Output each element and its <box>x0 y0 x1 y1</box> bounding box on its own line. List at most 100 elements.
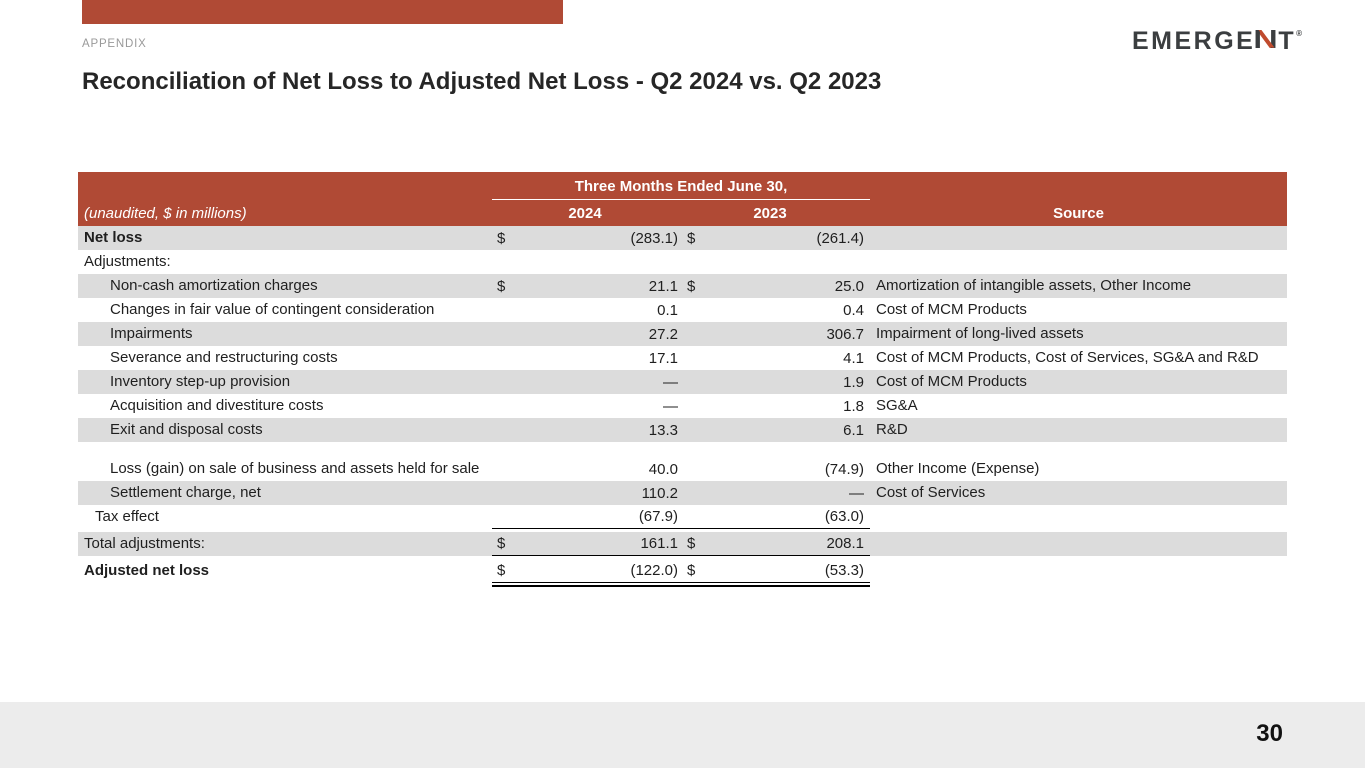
section-label: APPENDIX <box>82 38 147 50</box>
column-header-2023: 2023 <box>753 204 787 222</box>
row-values: $ 21.1 $ 25.0 <box>492 278 870 298</box>
row-values: $ (283.1) $ (261.4) <box>492 230 870 250</box>
dollar-sign-2023: $ <box>687 230 696 247</box>
dollar-sign-2024: $ <box>497 535 506 552</box>
row-label: Inventory step-up provision <box>110 373 291 390</box>
reconciliation-table: Three Months Ended June 30, (unaudited, … <box>78 172 1287 587</box>
value-2023: — <box>849 485 864 502</box>
value-2023: (74.9) <box>824 461 864 478</box>
table-row: Loss (gain) on sale of business and asse… <box>78 442 1287 481</box>
footer-band: 30 <box>0 702 1365 768</box>
value-2024: (122.0) <box>630 562 678 579</box>
dollar-sign-2023: $ <box>687 562 696 579</box>
value-2023: (53.3) <box>824 562 864 579</box>
logo-text-right: T <box>1278 27 1297 55</box>
row-source <box>870 553 1287 556</box>
row-label: Changes in fair value of contingent cons… <box>110 301 435 318</box>
emergent-logo: EMERGE T ® <box>1132 29 1302 54</box>
table-row: Adjusted net loss $ (122.0) $ (53.3) <box>78 559 1287 583</box>
logo-trademark: ® <box>1296 29 1303 38</box>
page-number: 30 <box>1256 720 1283 747</box>
dollar-sign-2023: $ <box>687 278 696 295</box>
dollar-sign-2024: $ <box>497 562 506 579</box>
row-values: 17.1 4.1 <box>492 350 870 370</box>
table-row: Exit and disposal costs 13.3 6.1 R&D <box>78 418 1287 442</box>
table-row: Non-cash amortization charges $ 21.1 $ 2… <box>78 274 1287 298</box>
value-2023: 208.1 <box>826 535 864 552</box>
page-title: Reconciliation of Net Loss to Adjusted N… <box>82 68 882 95</box>
row-source <box>870 526 1287 529</box>
value-2023: 1.8 <box>843 398 864 415</box>
table-row: Changes in fair value of contingent cons… <box>78 298 1287 322</box>
row-label: Severance and restructuring costs <box>110 349 338 366</box>
row-source: SG&A <box>876 397 918 414</box>
table-row: Settlement charge, net 110.2 — Cost of S… <box>78 481 1287 505</box>
table-row: Total adjustments: $ 161.1 $ 208.1 <box>78 532 1287 556</box>
value-2024: 17.1 <box>648 350 678 367</box>
table-header: Three Months Ended June 30, (unaudited, … <box>78 172 1287 226</box>
value-2024: — <box>663 374 678 391</box>
value-2024: 110.2 <box>641 485 678 502</box>
row-values: 27.2 306.7 <box>492 326 870 346</box>
table-row: Severance and restructuring costs 17.1 4… <box>78 346 1287 370</box>
row-label: Adjustments: <box>84 253 171 270</box>
row-label: Settlement charge, net <box>110 484 261 501</box>
table-row: Net loss $ (283.1) $ (261.4) <box>78 226 1287 250</box>
row-values: $ (122.0) $ (53.3) <box>492 562 870 583</box>
row-source: Cost of MCM Products, Cost of Services, … <box>876 349 1259 366</box>
accent-bar <box>82 0 563 24</box>
row-source: Other Income (Expense) <box>876 460 1040 477</box>
value-2023: 1.9 <box>843 374 864 391</box>
row-source: Impairment of long-lived assets <box>876 325 1084 342</box>
logo-n-icon <box>1255 30 1276 48</box>
row-source: Cost of MCM Products <box>876 373 1027 390</box>
value-2024: (67.9) <box>638 508 678 525</box>
row-label: Loss (gain) on sale of business and asse… <box>110 460 480 477</box>
row-values: 13.3 6.1 <box>492 422 870 442</box>
table-row: Impairments 27.2 306.7 Impairment of lon… <box>78 322 1287 346</box>
row-values: 0.1 0.4 <box>492 302 870 322</box>
value-2024: (283.1) <box>630 230 678 247</box>
row-values: $ 161.1 $ 208.1 <box>492 535 870 556</box>
row-source: Cost of Services <box>876 484 986 501</box>
table-row: Tax effect (67.9) (63.0) <box>78 505 1287 529</box>
value-2024: 0.1 <box>657 302 678 319</box>
dollar-sign-2023: $ <box>687 535 696 552</box>
value-2024: 40.0 <box>648 461 678 478</box>
row-label: Acquisition and divestiture costs <box>110 397 324 414</box>
value-2024: 27.2 <box>648 326 678 343</box>
row-label: Total adjustments: <box>84 535 205 552</box>
value-2024: — <box>663 398 678 415</box>
value-2023: (63.0) <box>824 508 864 525</box>
row-label: Net loss <box>84 229 143 246</box>
table-row: Inventory step-up provision — 1.9 Cost o… <box>78 370 1287 394</box>
row-values <box>492 271 870 274</box>
value-2023: (261.4) <box>816 230 864 247</box>
value-2024: 13.3 <box>648 422 678 439</box>
row-values: — 1.9 <box>492 374 870 394</box>
row-source <box>870 580 1287 583</box>
double-underline-rule <box>492 585 870 587</box>
row-source: Amortization of intangible assets, Other… <box>876 277 1192 294</box>
dollar-sign-2024: $ <box>497 230 506 247</box>
row-values: 110.2 — <box>492 485 870 505</box>
row-source: Cost of MCM Products <box>876 301 1027 318</box>
row-label: Adjusted net loss <box>84 562 210 579</box>
row-label: Exit and disposal costs <box>110 421 263 438</box>
value-2024: 21.1 <box>648 278 678 295</box>
row-label: Non-cash amortization charges <box>110 277 318 294</box>
table-body: Net loss $ (283.1) $ (261.4) Adjustments… <box>78 226 1287 587</box>
unaudited-note: (unaudited, $ in millions) <box>84 204 247 222</box>
value-2023: 4.1 <box>843 350 864 367</box>
value-2023: 6.1 <box>843 422 864 439</box>
value-2024: 161.1 <box>640 535 678 552</box>
row-source: R&D <box>876 421 908 438</box>
value-2023: 25.0 <box>834 278 864 295</box>
row-values: 40.0 (74.9) <box>492 461 870 481</box>
column-header-2024: 2024 <box>568 204 602 222</box>
row-source <box>870 247 1287 250</box>
row-label: Impairments <box>110 325 193 342</box>
logo-text-left: EMERGE <box>1132 27 1256 55</box>
row-source <box>870 271 1287 274</box>
